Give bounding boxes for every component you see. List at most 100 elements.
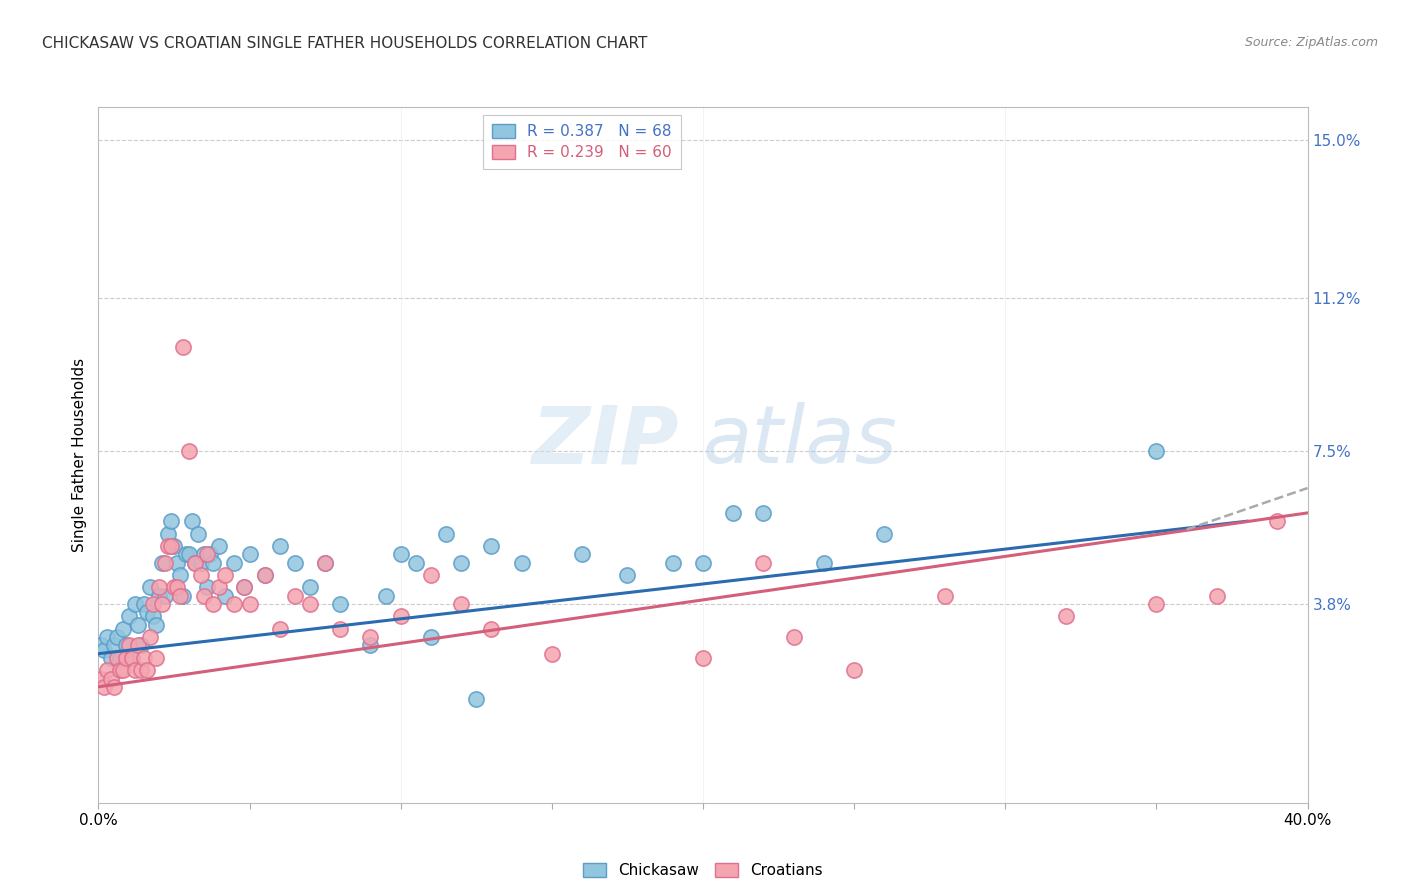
- Point: [127, 617, 149, 632]
- Point: [1054, 609, 1077, 624]
- Point: [783, 630, 806, 644]
- Point: [153, 556, 176, 570]
- Point: [232, 581, 254, 595]
- Point: [314, 556, 336, 570]
- Point: [195, 547, 218, 561]
- Point: [169, 568, 191, 582]
- Point: [100, 672, 122, 686]
- Point: [179, 443, 201, 458]
- Point: [662, 556, 685, 570]
- Point: [153, 589, 176, 603]
- Point: [124, 597, 146, 611]
- Point: [148, 581, 170, 595]
- Point: [208, 581, 231, 595]
- Point: [118, 639, 141, 653]
- Point: [202, 597, 225, 611]
- Point: [510, 556, 533, 570]
- Point: [135, 663, 157, 677]
- Point: [96, 663, 118, 677]
- Point: [139, 581, 162, 595]
- Point: [420, 630, 443, 644]
- Point: [1206, 589, 1229, 603]
- Point: [160, 514, 183, 528]
- Point: [160, 539, 183, 553]
- Point: [105, 630, 128, 644]
- Point: [214, 589, 236, 603]
- Point: [200, 547, 222, 561]
- Point: [692, 651, 714, 665]
- Point: [118, 609, 141, 624]
- Point: [181, 514, 204, 528]
- Point: [752, 506, 775, 520]
- Point: [202, 556, 225, 570]
- Point: [1144, 597, 1167, 611]
- Point: [450, 556, 472, 570]
- Point: [195, 581, 218, 595]
- Point: [111, 663, 134, 677]
- Legend: Chickasaw, Croatians: Chickasaw, Croatians: [576, 855, 830, 886]
- Point: [299, 581, 322, 595]
- Point: [420, 568, 443, 582]
- Point: [873, 526, 896, 541]
- Point: [450, 597, 472, 611]
- Point: [156, 539, 179, 553]
- Point: [224, 556, 246, 570]
- Point: [540, 647, 562, 661]
- Point: [934, 589, 956, 603]
- Point: [166, 556, 188, 570]
- Point: [142, 609, 165, 624]
- Point: [405, 556, 427, 570]
- Point: [150, 556, 173, 570]
- Point: [193, 589, 215, 603]
- Text: atlas: atlas: [703, 402, 898, 480]
- Point: [90, 639, 112, 653]
- Point: [93, 642, 115, 657]
- Point: [103, 639, 125, 653]
- Point: [208, 539, 231, 553]
- Point: [129, 663, 152, 677]
- Point: [156, 526, 179, 541]
- Point: [360, 630, 382, 644]
- Point: [148, 589, 170, 603]
- Point: [239, 597, 262, 611]
- Point: [481, 539, 503, 553]
- Point: [184, 556, 207, 570]
- Text: Source: ZipAtlas.com: Source: ZipAtlas.com: [1244, 36, 1378, 49]
- Point: [100, 651, 122, 665]
- Text: CHICKASAW VS CROATIAN SINGLE FATHER HOUSEHOLDS CORRELATION CHART: CHICKASAW VS CROATIAN SINGLE FATHER HOUS…: [42, 36, 648, 51]
- Point: [616, 568, 638, 582]
- Point: [844, 663, 866, 677]
- Point: [314, 556, 336, 570]
- Point: [121, 651, 143, 665]
- Point: [190, 556, 212, 570]
- Point: [232, 581, 254, 595]
- Point: [329, 597, 352, 611]
- Point: [571, 547, 593, 561]
- Point: [145, 651, 167, 665]
- Point: [145, 617, 167, 632]
- Y-axis label: Single Father Households: Single Father Households: [72, 358, 87, 552]
- Point: [253, 568, 276, 582]
- Point: [129, 639, 152, 653]
- Point: [96, 630, 118, 644]
- Point: [132, 597, 155, 611]
- Point: [114, 651, 136, 665]
- Point: [169, 589, 191, 603]
- Point: [166, 581, 188, 595]
- Point: [269, 539, 291, 553]
- Point: [269, 622, 291, 636]
- Point: [434, 526, 457, 541]
- Point: [93, 680, 115, 694]
- Point: [114, 639, 136, 653]
- Point: [389, 609, 412, 624]
- Point: [723, 506, 745, 520]
- Point: [111, 622, 134, 636]
- Point: [163, 539, 186, 553]
- Point: [692, 556, 714, 570]
- Point: [150, 597, 173, 611]
- Point: [481, 622, 503, 636]
- Point: [360, 639, 382, 653]
- Point: [284, 589, 307, 603]
- Point: [172, 340, 194, 354]
- Point: [1144, 443, 1167, 458]
